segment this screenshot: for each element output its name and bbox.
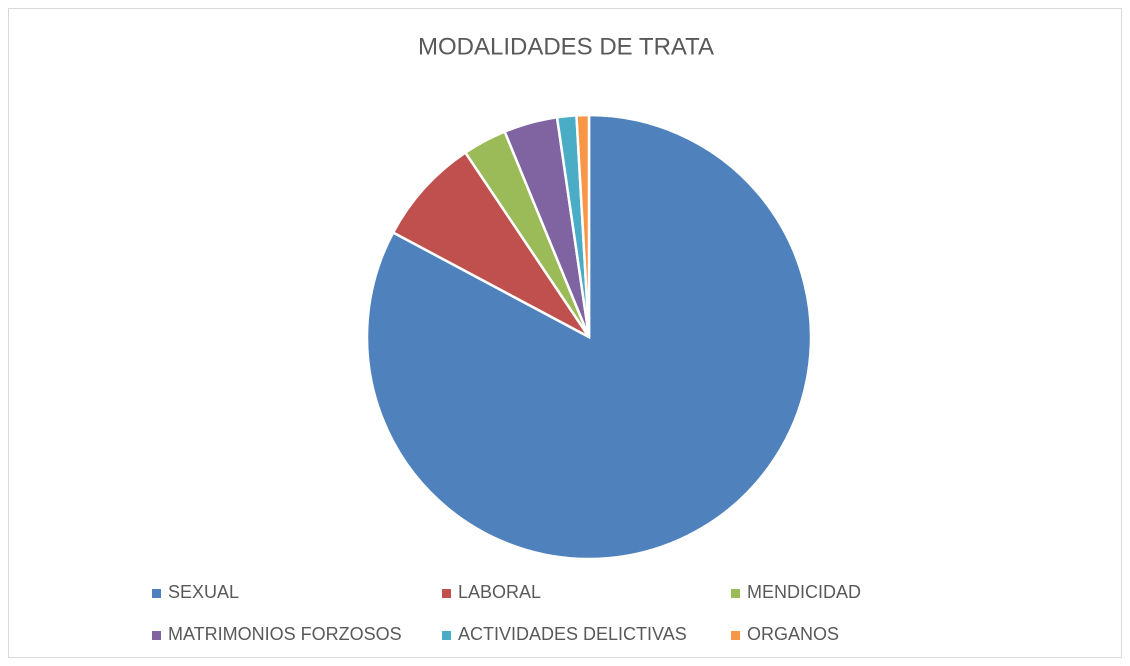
legend-swatch xyxy=(731,589,740,598)
legend-swatch xyxy=(152,631,161,640)
legend-label: MATRIMONIOS FORZOSOS xyxy=(168,624,402,644)
chart-title: MODALIDADES DE TRATA xyxy=(418,33,714,60)
legend-swatch xyxy=(152,589,161,598)
pie-slice xyxy=(575,113,591,338)
legend-swatch xyxy=(442,589,451,598)
legend-swatch xyxy=(731,631,740,640)
legend-label: SEXUAL xyxy=(168,582,239,602)
legend-label: MENDICIDAD xyxy=(747,582,861,602)
legend-label: ORGANOS xyxy=(747,624,839,644)
legend-label: LABORAL xyxy=(458,582,541,602)
legend-label: ACTIVIDADES DELICTIVAS xyxy=(458,624,687,644)
legend-swatch xyxy=(442,631,451,640)
pie-slice xyxy=(391,150,591,339)
